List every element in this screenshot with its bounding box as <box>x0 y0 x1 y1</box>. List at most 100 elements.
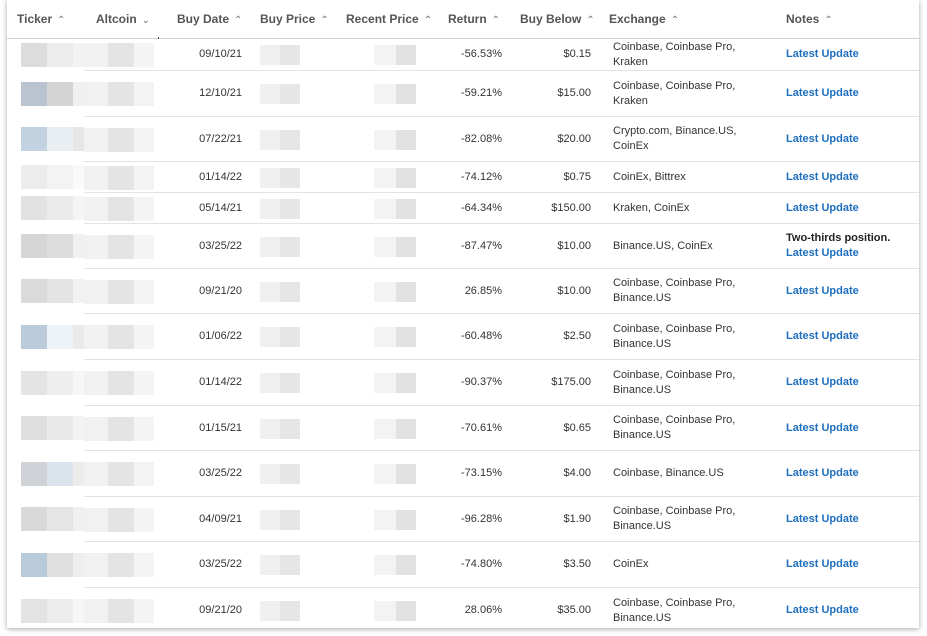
buy-below-cell: $150.00 <box>510 192 599 224</box>
exchange-cell: Coinbase, Binance.US <box>599 450 774 497</box>
buy-price-cell-redacted <box>250 161 336 193</box>
buy-date-cell: 03/25/22 <box>167 223 250 269</box>
exchange-cell: CoinEx, Bittrex <box>599 161 774 193</box>
note-text: Two-thirds position. <box>786 232 891 244</box>
latest-update-link[interactable]: Latest Update <box>786 284 859 297</box>
return-text: -90.37% <box>461 376 502 388</box>
notes-cell: Latest Update <box>774 116 919 162</box>
latest-update-link[interactable]: Latest Update <box>786 604 859 616</box>
altcoin-cell-redacted <box>84 405 167 451</box>
column-header-recent-price[interactable]: Recent Price ⌃ <box>336 0 438 39</box>
buy-price-cell-redacted <box>250 192 336 224</box>
column-header-notes[interactable]: Notes ⌃ <box>774 0 919 39</box>
buy-date-text: 05/14/21 <box>199 201 242 214</box>
buy-date-text: 04/09/21 <box>199 512 242 525</box>
exchange-cell: Coinbase, Coinbase Pro, Binance.US <box>599 359 774 406</box>
table-row[interactable]: 09/10/21 -56.53% $0.15 Coinbase, Coinbase … <box>7 38 919 71</box>
buy-date-cell: 01/14/22 <box>167 359 250 406</box>
exchange-text: Coinbase, Coinbase Pro, Kraken <box>613 79 736 107</box>
portfolio-table-panel: Ticker ⌃ Altcoin ⌄ Buy Date ⌃ Buy Price ⌃ Re… <box>7 0 919 628</box>
exchange-text: Coinbase, Coinbase Pro, Binance.US <box>613 368 736 396</box>
buy-date-text: 12/10/21 <box>199 87 242 99</box>
exchange-text: Coinbase, Coinbase Pro, Binance.US <box>613 596 736 624</box>
latest-update-link[interactable]: Latest Update <box>786 558 859 570</box>
buy-date-text: 09/21/20 <box>199 284 242 297</box>
notes-cell: Latest Update <box>774 496 919 542</box>
buy-below-text: $175.00 <box>551 376 591 388</box>
latest-update-link[interactable]: Latest Update <box>786 376 859 388</box>
buy-date-cell: 05/14/21 <box>167 192 250 224</box>
table-row[interactable]: 03/25/22 -73.15% $4.00 Coinbase, Binance.U… <box>7 450 919 497</box>
table-row[interactable]: 03/25/22 -74.80% $3.50 CoinEx Latest Update <box>7 541 919 588</box>
return-cell: -87.47% <box>438 223 510 269</box>
latest-update-link[interactable]: Latest Update <box>786 87 859 99</box>
ticker-cell-redacted <box>7 451 84 497</box>
notes-cell: Latest Update <box>774 541 919 588</box>
table-row[interactable]: 09/21/20 26.85% $10.00 Coinbase, Coinbase … <box>7 268 919 314</box>
buy-date-cell: 09/10/21 <box>167 38 250 71</box>
return-cell: -60.48% <box>438 313 510 360</box>
buy-date-text: 03/25/22 <box>199 239 242 252</box>
table-row[interactable]: 09/21/20 28.06% $35.00 Coinbase, Coinbase … <box>7 587 919 628</box>
buy-date-cell: 09/21/20 <box>167 268 250 314</box>
buy-price-cell-redacted <box>250 359 336 406</box>
altcoin-cell-redacted <box>84 161 167 193</box>
exchange-cell: Coinbase, Coinbase Pro, Binance.US <box>599 587 774 628</box>
buy-below-text: $10.00 <box>557 284 591 297</box>
latest-update-link[interactable]: Latest Update <box>786 247 859 259</box>
latest-update-link[interactable]: Latest Update <box>786 467 859 479</box>
column-header-buy-date[interactable]: Buy Date ⌃ <box>167 0 250 39</box>
exchange-text: Binance.US, CoinEx <box>613 239 713 252</box>
chevron-up-icon: ⌃ <box>234 15 243 26</box>
recent-price-cell-redacted <box>336 359 438 406</box>
table-row[interactable]: 03/25/22 -87.47% $10.00 Binance.US, CoinEx… <box>7 223 919 269</box>
buy-price-cell-redacted <box>250 450 336 497</box>
column-header-buy-price[interactable]: Buy Price ⌃ <box>250 0 336 39</box>
altcoin-cell-redacted <box>84 116 167 162</box>
ticker-cell-redacted <box>7 162 84 193</box>
latest-update-link[interactable]: Latest Update <box>786 170 859 183</box>
latest-update-link[interactable]: Latest Update <box>786 421 859 434</box>
latest-update-link[interactable]: Latest Update <box>786 330 859 342</box>
ticker-cell-redacted <box>7 406 84 451</box>
table-row[interactable]: 04/09/21 -96.28% $1.90 Coinbase, Coinbase … <box>7 496 919 542</box>
column-header-altcoin[interactable]: Altcoin ⌄ <box>84 0 167 39</box>
exchange-text: Coinbase, Coinbase Pro, Binance.US <box>613 277 736 304</box>
altcoin-cell-redacted <box>84 587 167 628</box>
table-row[interactable]: 01/14/22 -90.37% $175.00 Coinbase, Coinbas… <box>7 359 919 406</box>
exchange-text: Coinbase, Coinbase Pro, Binance.US <box>613 414 736 441</box>
latest-update-link[interactable]: Latest Update <box>786 512 859 525</box>
buy-below-text: $35.00 <box>557 604 591 616</box>
column-header-label: Buy Price <box>260 12 316 26</box>
column-header-label: Altcoin <box>96 12 137 26</box>
notes-cell: Latest Update <box>774 313 919 360</box>
buy-below-cell: $2.50 <box>510 313 599 360</box>
return-text: -73.15% <box>461 467 502 479</box>
buy-date-cell: 09/21/20 <box>167 587 250 628</box>
table-body: 09/10/21 -56.53% $0.15 Coinbase, Coinbase … <box>7 38 919 628</box>
table-row[interactable]: 05/14/21 -64.34% $150.00 Kraken, CoinEx Lat… <box>7 192 919 224</box>
column-header-label: Recent Price <box>346 12 419 26</box>
table-row[interactable]: 07/22/21 -82.08% $20.00 Crypto.com, Binanc… <box>7 116 919 162</box>
column-header-ticker[interactable]: Ticker ⌃ <box>7 0 84 39</box>
column-header-exchange[interactable]: Exchange ⌃ <box>599 0 774 39</box>
return-text: -82.08% <box>461 132 502 145</box>
column-header-return[interactable]: Return ⌃ <box>438 0 510 39</box>
exchange-text: Coinbase, Coinbase Pro, Binance.US <box>613 505 736 532</box>
table-row[interactable]: 01/15/21 -70.61% $0.65 Coinbase, Coinbase … <box>7 405 919 451</box>
latest-update-link[interactable]: Latest Update <box>786 201 859 214</box>
recent-price-cell-redacted <box>336 268 438 314</box>
table-row[interactable]: 12/10/21 -59.21% $15.00 Coinbase, Coinbase… <box>7 70 919 117</box>
buy-below-cell: $4.00 <box>510 450 599 497</box>
latest-update-link[interactable]: Latest Update <box>786 132 859 145</box>
table-header-row: Ticker ⌃ Altcoin ⌄ Buy Date ⌃ Buy Price ⌃ Re… <box>7 0 919 39</box>
table-row[interactable]: 01/14/22 -74.12% $0.75 CoinEx, Bittrex Late… <box>7 161 919 193</box>
return-text: -70.61% <box>461 421 502 434</box>
return-text: 26.85% <box>464 284 502 297</box>
table-row[interactable]: 01/06/22 -60.48% $2.50 Coinbase, Coinbase … <box>7 313 919 360</box>
latest-update-link[interactable]: Latest Update <box>786 48 859 60</box>
return-text: 28.06% <box>464 604 502 616</box>
column-header-label: Buy Date <box>177 12 230 26</box>
buy-price-cell-redacted <box>250 116 336 162</box>
column-header-buy-below[interactable]: Buy Below ⌃ <box>510 0 599 39</box>
